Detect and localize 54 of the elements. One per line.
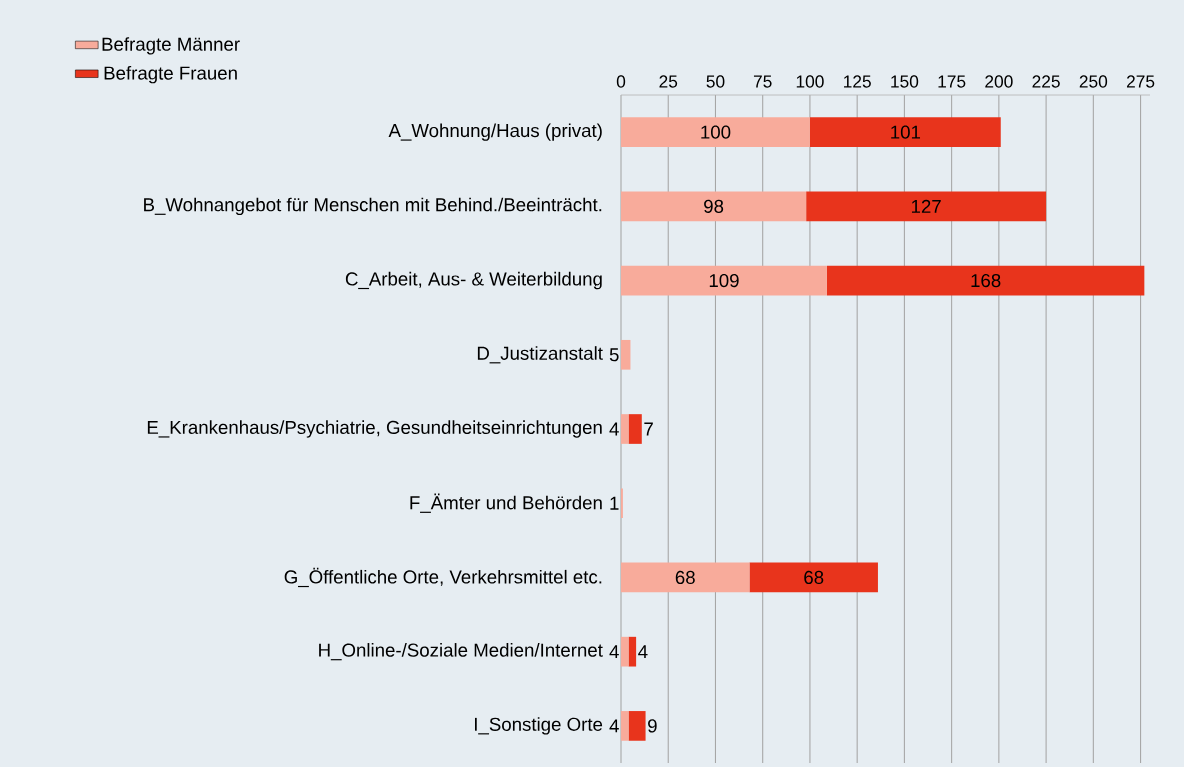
bar (621, 711, 629, 741)
data-label: 101 (891, 125, 921, 139)
bar (806, 191, 1047, 222)
x-tick-label: 150 (891, 75, 919, 88)
bar (621, 339, 631, 370)
bar (826, 265, 1145, 296)
legend-label: Befragte Frauen (104, 65, 237, 84)
x-tick-label: 100 (796, 75, 824, 88)
bar (809, 117, 1001, 147)
y-tick-label: H_Online-/Soziale Medien/Internet (319, 643, 603, 661)
bar (628, 414, 642, 444)
x-tick-label: 175 (938, 75, 966, 88)
data-label: 7 (644, 422, 653, 436)
x-tick-label: 0 (616, 75, 626, 88)
y-tick-label: D_Justizanstalt (477, 346, 603, 364)
x-tick-label: 225 (1032, 75, 1060, 88)
data-label: 68 (675, 570, 695, 585)
x-tick-label: 275 (1126, 75, 1155, 88)
bar (621, 414, 629, 444)
bar (749, 562, 878, 593)
legend-label: Befragte Männer (102, 37, 240, 55)
y-tick-label: B_Wohnangebot für Menschen mit Behind./Beeinträcht. (144, 197, 602, 216)
bar (621, 265, 827, 296)
x-tick-label: 25 (659, 75, 678, 88)
data-label: 100 (701, 125, 731, 139)
bar (628, 711, 646, 741)
y-tick-label: A_Wohnung/Haus (privat) (388, 123, 602, 141)
y-tick-label: F_Ämter und Behörden (410, 493, 602, 513)
data-label: 4 (638, 645, 648, 659)
y-tick-label: C_Arbeit, Aus- & Weiterbildung (345, 271, 602, 290)
x-tick-label: 250 (1079, 75, 1108, 88)
data-label: 4 (609, 422, 619, 436)
data-label: 168 (971, 273, 1001, 288)
data-label: 1 (610, 496, 619, 510)
data-label: 98 (704, 199, 724, 213)
data-label: 68 (804, 570, 824, 585)
y-tick-label: G_Öffentliche Orte, Verkehrsmittel etc. (284, 567, 602, 588)
bar (621, 562, 750, 593)
x-tick-label: 75 (753, 75, 772, 88)
x-tick-label: 200 (985, 75, 1013, 88)
x-tick-label: 50 (706, 75, 725, 88)
bar (621, 636, 629, 667)
data-label: 9 (648, 719, 657, 733)
bar (621, 191, 807, 222)
bar (621, 117, 810, 147)
y-tick-label: I_Sonstige Orte (474, 717, 603, 735)
data-label: 109 (709, 273, 739, 288)
data-label: 5 (609, 348, 619, 362)
bar (628, 636, 637, 667)
data-label: 4 (609, 645, 619, 659)
data-label: 4 (609, 719, 619, 733)
data-label: 127 (911, 199, 941, 213)
x-tick-label: 125 (844, 75, 871, 88)
y-tick-label: E_Krankenhaus/Psychiatrie, Gesundheitseinrichtungen (147, 420, 602, 438)
